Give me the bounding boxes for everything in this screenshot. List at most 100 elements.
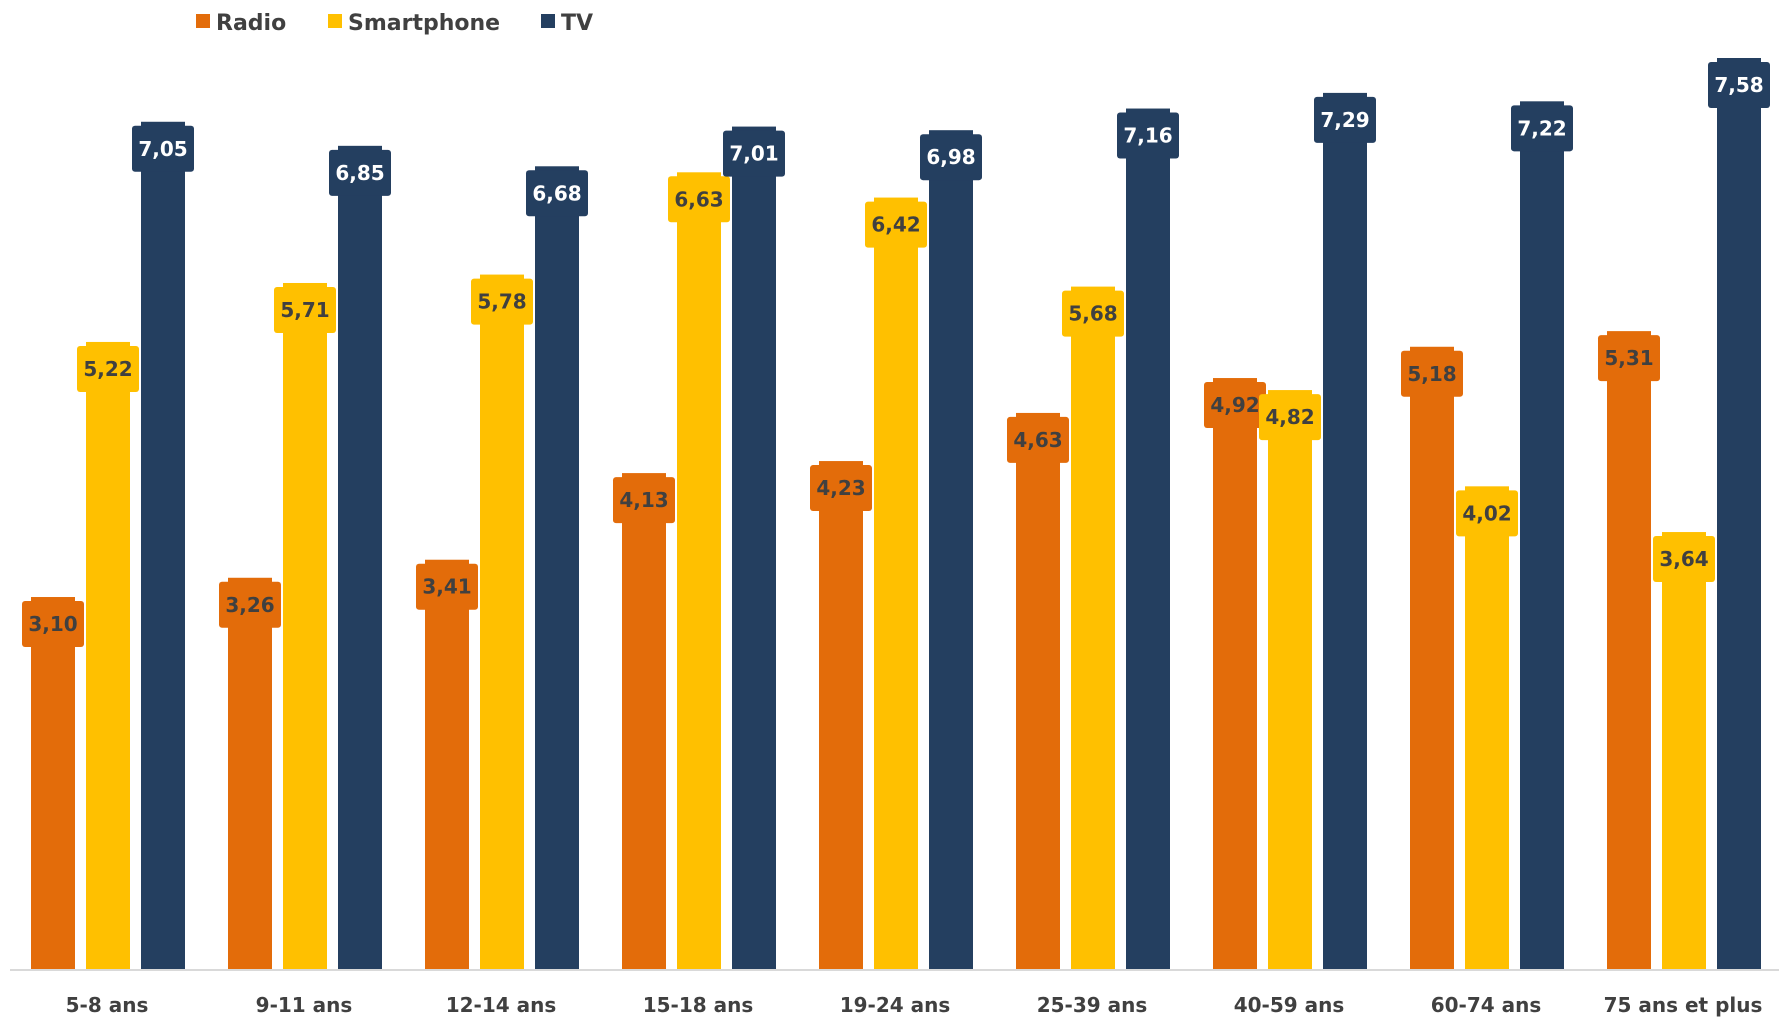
data-label-box <box>668 176 730 223</box>
data-label-box <box>1653 536 1715 583</box>
data-label-tv-6: 7,29 <box>1314 96 1376 143</box>
bar-radio-0 <box>31 597 75 970</box>
data-label-box <box>613 477 675 524</box>
bar-smartphone-2 <box>480 274 524 970</box>
x-tick-label-6: 40-59 ans <box>1234 993 1345 1017</box>
data-label-tv-4: 6,98 <box>920 134 982 181</box>
data-label-text: 3,26 <box>225 593 274 617</box>
data-label-smartphone-2: 5,78 <box>471 278 533 325</box>
bar-smartphone-5 <box>1071 286 1115 971</box>
data-label-text: 6,85 <box>335 161 384 185</box>
legend-item-smartphone: Smartphone <box>328 11 500 36</box>
data-label-tv-2: 6,68 <box>526 170 588 217</box>
bar-tv-1 <box>338 145 382 971</box>
data-label-box <box>920 134 982 181</box>
bar-smartphone-6 <box>1268 390 1312 971</box>
data-label-box <box>1456 490 1518 537</box>
data-label-smartphone-6: 4,82 <box>1259 394 1321 441</box>
bar-smartphone-8 <box>1662 532 1706 970</box>
data-label-box <box>77 345 139 392</box>
data-label-text: 5,22 <box>83 357 132 381</box>
data-label-box <box>1062 290 1124 337</box>
bar-radio-2 <box>425 559 469 970</box>
data-label-text: 6,63 <box>674 187 723 211</box>
x-tick-label-2: 12-14 ans <box>446 993 557 1017</box>
x-tick-label-0: 5-8 ans <box>66 993 149 1017</box>
data-label-smartphone-0: 5,22 <box>77 345 139 392</box>
data-label-text: 5,18 <box>1407 362 1456 386</box>
data-label-box <box>1007 416 1069 463</box>
data-label-box <box>865 201 927 248</box>
data-label-tv-0: 7,05 <box>132 125 194 172</box>
legend-swatch-radio <box>196 14 210 28</box>
data-label-text: 5,31 <box>1604 346 1653 370</box>
data-label-text: 6,68 <box>532 181 581 205</box>
data-label-box <box>1401 350 1463 397</box>
bar-smartphone-0 <box>86 341 130 970</box>
bar-radio-8 <box>1607 331 1651 970</box>
data-label-text: 3,10 <box>28 612 77 636</box>
data-label-box <box>526 170 588 217</box>
data-label-text: 7,29 <box>1320 108 1369 132</box>
data-label-box <box>1511 105 1573 152</box>
bar-smartphone-7 <box>1465 486 1509 970</box>
bar-tv-3 <box>732 126 776 971</box>
data-label-smartphone-5: 5,68 <box>1062 290 1124 337</box>
data-label-box <box>1314 96 1376 143</box>
data-label-text: 4,23 <box>816 476 865 500</box>
data-label-text: 4,63 <box>1013 428 1062 452</box>
data-label-text: 4,02 <box>1462 501 1511 525</box>
data-label-tv-3: 7,01 <box>723 130 785 177</box>
bar-radio-6 <box>1213 378 1257 970</box>
legend-item-radio: Radio <box>196 11 286 36</box>
bar-tv-2 <box>535 166 579 970</box>
data-label-text: 7,01 <box>729 142 778 166</box>
x-tick-label-1: 9-11 ans <box>256 993 353 1017</box>
x-axis-ticks: 5-8 ans 9-11 ans 12-14 ans 15-18 ans 19-24 a… <box>66 993 1763 1017</box>
data-label-box <box>810 465 872 512</box>
data-label-radio-5: 4,63 <box>1007 416 1069 463</box>
data-label-box <box>1708 62 1770 108</box>
data-label-text: 6,42 <box>871 213 920 237</box>
data-label-radio-1: 3,26 <box>219 581 281 628</box>
data-label-radio-4: 4,23 <box>810 465 872 512</box>
x-tick-label-5: 25-39 ans <box>1037 993 1148 1017</box>
data-label-smartphone-1: 5,71 <box>274 286 336 333</box>
data-label-text: 4,92 <box>1210 393 1259 417</box>
data-label-text: 5,68 <box>1068 302 1117 326</box>
bar-tv-4 <box>929 130 973 971</box>
data-label-box <box>471 278 533 325</box>
x-tick-label-3: 15-18 ans <box>643 993 754 1017</box>
data-label-tv-5: 7,16 <box>1117 112 1179 159</box>
data-label-box <box>1598 335 1660 382</box>
bar-radio-1 <box>228 577 272 970</box>
data-label-radio-2: 3,41 <box>416 563 478 610</box>
data-label-box <box>723 130 785 177</box>
bar-radio-3 <box>622 473 666 970</box>
data-label-radio-0: 3,10 <box>22 601 84 648</box>
bar-tv-8 <box>1717 58 1761 970</box>
legend: Radio Smartphone TV <box>196 11 593 36</box>
bar-tv-0 <box>141 121 185 970</box>
data-label-box <box>22 601 84 648</box>
legend-label-smartphone: Smartphone <box>348 11 500 36</box>
bar-tv-6 <box>1323 92 1367 970</box>
data-label-box <box>416 563 478 610</box>
data-label-text: 7,16 <box>1123 124 1172 148</box>
legend-swatch-tv <box>541 14 555 28</box>
legend-label-radio: Radio <box>216 11 286 36</box>
data-label-tv-1: 6,85 <box>329 149 391 196</box>
data-label-radio-3: 4,13 <box>613 477 675 524</box>
bar-tv-7 <box>1520 101 1564 971</box>
data-label-box <box>219 581 281 628</box>
bar-smartphone-3 <box>677 172 721 971</box>
data-label-smartphone-3: 6,63 <box>668 176 730 223</box>
bar-radio-4 <box>819 461 863 970</box>
data-label-text: 3,41 <box>422 575 471 599</box>
data-label-box <box>274 286 336 333</box>
data-label-radio-8: 5,31 <box>1598 335 1660 382</box>
data-label-text: 3,64 <box>1659 547 1708 571</box>
data-label-text: 5,78 <box>477 290 526 314</box>
bars <box>31 58 1761 971</box>
